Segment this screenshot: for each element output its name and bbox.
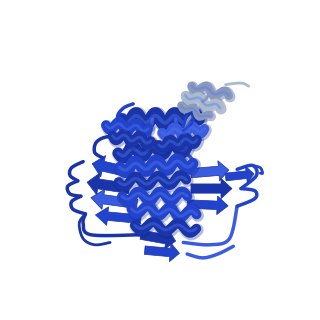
FancyArrow shape	[187, 196, 228, 215]
FancyArrow shape	[87, 173, 130, 195]
FancyArrow shape	[191, 178, 232, 199]
FancyArrow shape	[95, 207, 141, 225]
FancyArrow shape	[91, 189, 138, 209]
FancyArrow shape	[144, 243, 180, 262]
FancyArrow shape	[140, 229, 176, 249]
FancyArrow shape	[225, 166, 254, 183]
FancyArrow shape	[191, 161, 229, 181]
FancyArrow shape	[92, 156, 134, 178]
